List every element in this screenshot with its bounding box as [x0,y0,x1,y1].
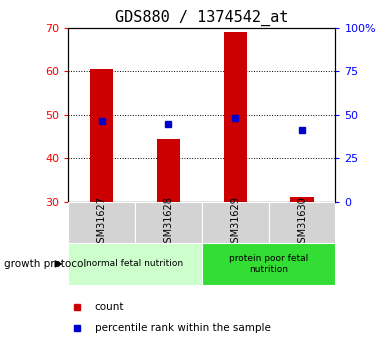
Text: GSM31629: GSM31629 [230,196,240,249]
Bar [68,243,202,285]
Bar [90,69,113,202]
Text: protein poor fetal
nutrition: protein poor fetal nutrition [229,254,308,274]
Bar [269,202,335,243]
Bar [290,197,314,202]
Bar [202,202,269,243]
Text: count: count [94,302,124,312]
Text: normal fetal nutrition: normal fetal nutrition [87,259,184,268]
Bar [223,32,247,202]
Text: growth protocol: growth protocol [4,259,86,269]
Bar [202,243,335,285]
Title: GDS880 / 1374542_at: GDS880 / 1374542_at [115,10,289,26]
Bar [68,202,135,243]
Text: percentile rank within the sample: percentile rank within the sample [94,323,270,333]
Text: GSM31627: GSM31627 [97,196,106,249]
Text: GSM31628: GSM31628 [163,196,174,249]
Bar [135,202,202,243]
Bar [157,139,180,202]
Text: GSM31630: GSM31630 [297,196,307,249]
